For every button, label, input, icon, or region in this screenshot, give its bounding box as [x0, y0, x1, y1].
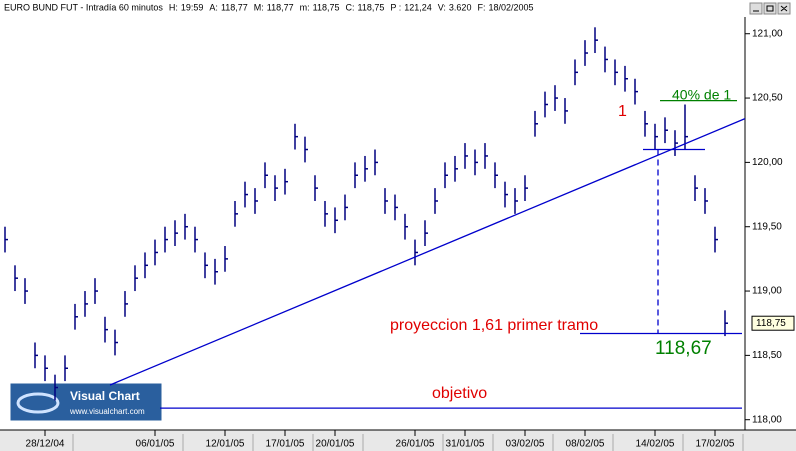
header-field-label: A:	[209, 2, 218, 12]
x-tick-label: 17/01/05	[266, 439, 305, 450]
header-field-value: 3.620	[449, 2, 472, 12]
y-tick-label: 121,00	[752, 28, 783, 39]
x-tick-label: 31/01/05	[446, 439, 485, 450]
logo-box	[9, 382, 163, 422]
x-tick-label: 14/02/05	[636, 439, 675, 450]
header-field-value: 18/02/2005	[488, 2, 533, 12]
annotation-line	[109, 118, 746, 386]
y-tick-label: 120,50	[752, 93, 783, 104]
logo: Visual Chart www.visualchart.com	[9, 382, 163, 422]
header-bar	[0, 0, 796, 17]
maximize-button[interactable]	[763, 2, 777, 15]
x-tick-label: 20/01/05	[316, 439, 355, 450]
x-tick-label: 17/02/05	[696, 439, 735, 450]
y-tick-label: 118,00	[752, 414, 782, 425]
header-field-value: 19:59	[181, 2, 204, 12]
header-field-label: C:	[346, 2, 355, 12]
logo-title: Visual Chart	[70, 389, 140, 403]
x-tick-label: 08/02/05	[566, 439, 605, 450]
header-field-label: V:	[438, 2, 446, 12]
logo-icon	[16, 392, 60, 414]
x-tick-label: 12/01/05	[206, 439, 245, 450]
y-tick-label: 119,00	[752, 286, 782, 297]
annotation-text: 1	[618, 103, 627, 120]
y-tick-label: 119,50	[752, 221, 782, 232]
header-field-value: 118,75	[313, 2, 340, 12]
header-field-value: 118,75	[358, 2, 385, 12]
window-buttons[interactable]	[749, 2, 791, 15]
x-tick-label: 26/01/05	[396, 439, 435, 450]
header-field-label: P :	[390, 2, 401, 12]
header-field-value: 118,77	[267, 2, 294, 12]
x-axis-band	[0, 430, 796, 451]
y-tick-label: 120,00	[752, 157, 783, 168]
x-tick-label: 06/01/05	[136, 439, 175, 450]
header-field-label: H:	[169, 2, 178, 12]
annotation-text: 118,67	[655, 338, 712, 359]
x-tick-label: 28/12/04	[26, 439, 65, 450]
last-price-box	[751, 315, 795, 331]
last-price-label: 118,75	[756, 318, 786, 329]
header-field-value: 118,77	[221, 2, 248, 12]
header-field-label: M:	[254, 2, 264, 12]
logo-url: www.visualchart.com	[69, 407, 145, 416]
header-field-value: 121,24	[404, 2, 432, 12]
annotation-text: objetivo	[432, 385, 487, 402]
minimize-button[interactable]	[749, 2, 763, 15]
header-field-label: F:	[477, 2, 485, 12]
header-field-label: m:	[300, 2, 310, 12]
annotation-text: 40% de 1	[672, 87, 731, 103]
x-tick-label: 03/02/05	[506, 439, 545, 450]
chart-title: EURO BUND FUT - Intradía 60 minutos	[4, 2, 163, 12]
y-tick-label: 118,50	[752, 350, 782, 361]
annotation-text: proyeccion 1,61 primer tramo	[390, 317, 598, 334]
